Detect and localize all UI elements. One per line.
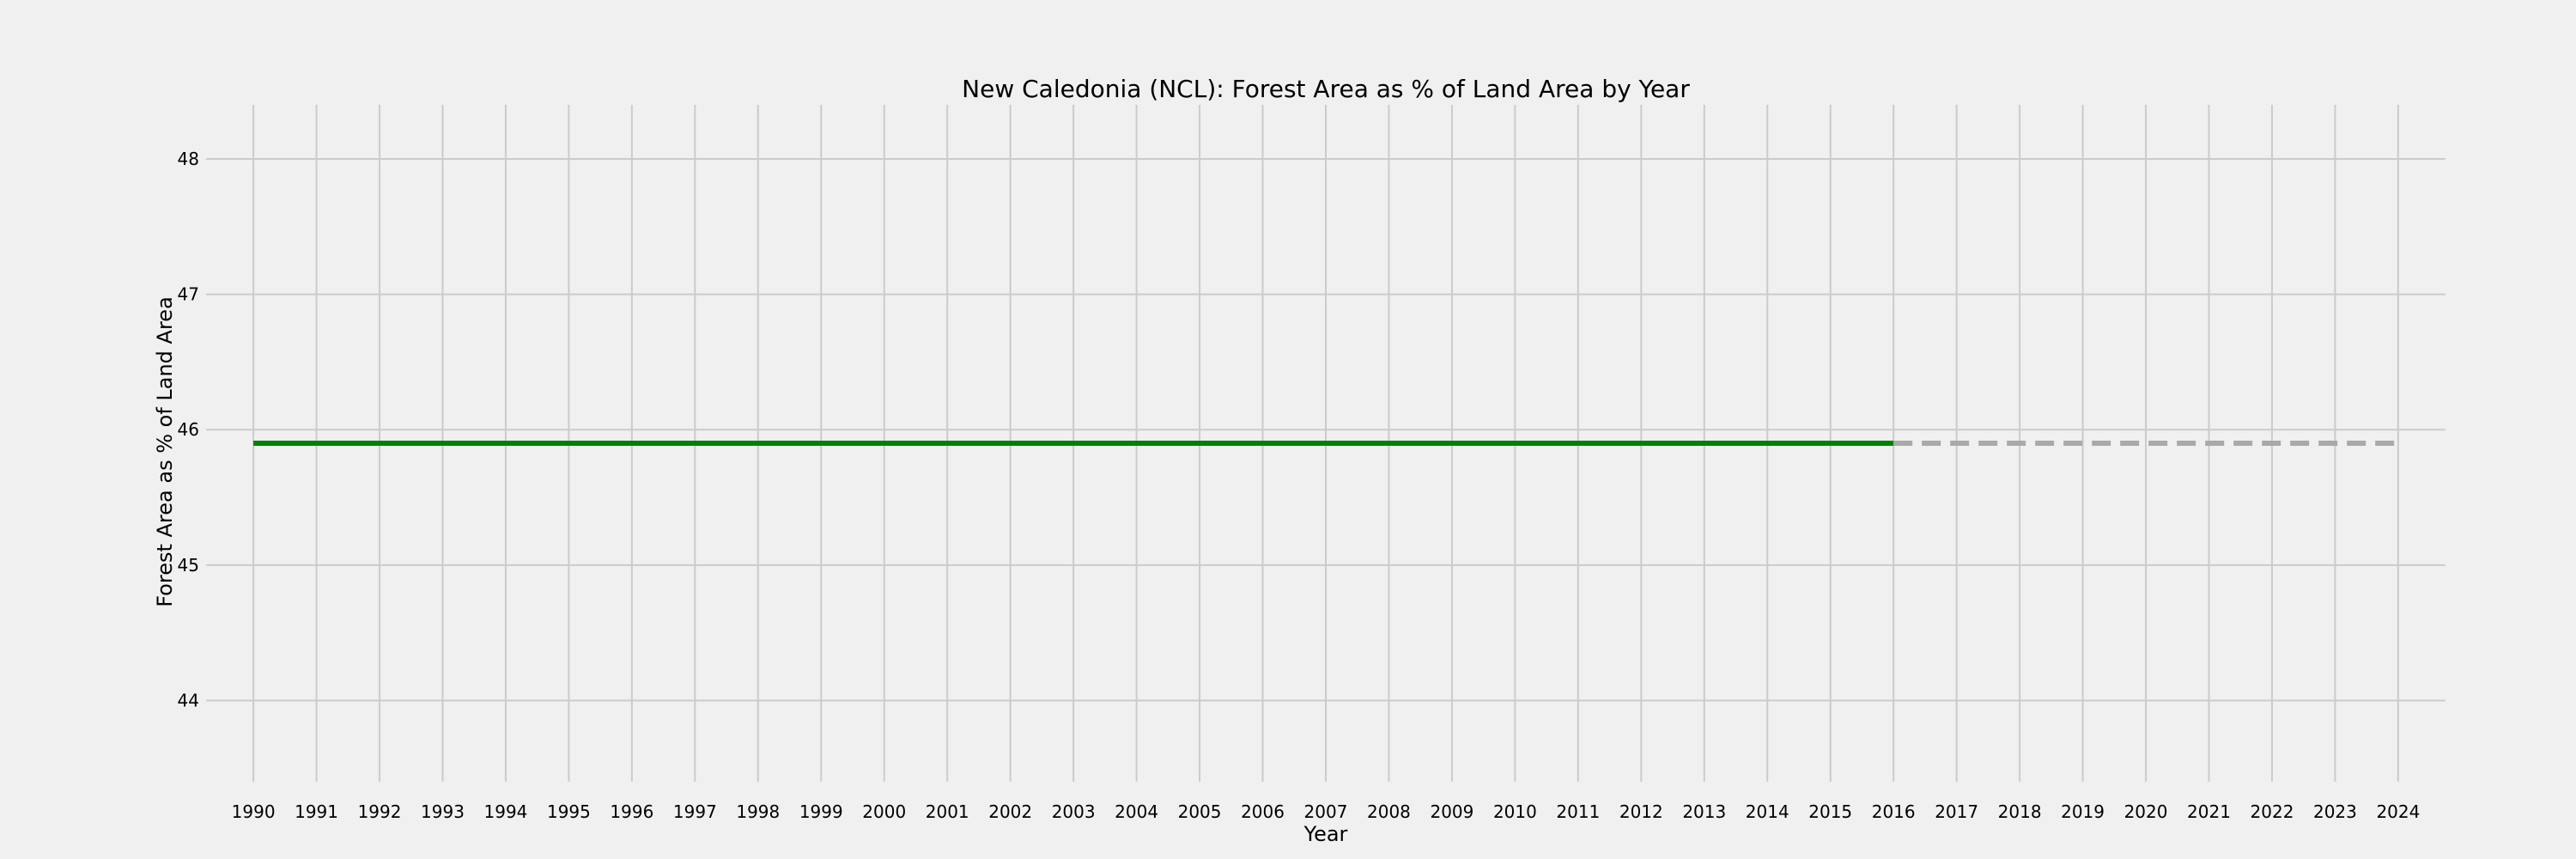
x-tick-label: 2022 (2251, 801, 2294, 822)
x-tick-label: 2003 (1052, 801, 1096, 822)
x-tick-label: 1996 (610, 801, 653, 822)
x-tick-label: 2018 (1998, 801, 2042, 822)
x-tick-label: 1997 (673, 801, 717, 822)
x-tick-label: 2015 (1808, 801, 1852, 822)
x-axis-title: Year (1303, 822, 1348, 846)
y-tick-label: 44 (178, 690, 199, 710)
y-tick-label: 47 (178, 284, 199, 305)
x-tick-label: 1998 (736, 801, 780, 822)
x-tick-label: 2020 (2124, 801, 2168, 822)
x-tick-label: 2009 (1430, 801, 1473, 822)
x-tick-label: 2007 (1304, 801, 1348, 822)
x-tick-label: 1995 (547, 801, 591, 822)
y-tick-label: 48 (178, 149, 199, 169)
y-axis-title: Forest Area as % of Land Area (153, 296, 177, 607)
x-tick-label: 1990 (232, 801, 276, 822)
x-tick-label: 2014 (1746, 801, 1789, 822)
x-tick-label: 1991 (295, 801, 338, 822)
x-tick-label: 2004 (1115, 801, 1158, 822)
x-tick-label: 1992 (358, 801, 402, 822)
x-tick-label: 2011 (1556, 801, 1600, 822)
chart-title: New Caledonia (NCL): Forest Area as % of… (962, 75, 1690, 103)
y-tick-labels: 44 45 46 47 48 (178, 149, 199, 710)
x-tick-label: 2001 (926, 801, 969, 822)
x-tick-label: 1993 (421, 801, 465, 822)
x-tick-label: 2013 (1682, 801, 1726, 822)
x-tick-label: 2021 (2187, 801, 2231, 822)
x-tick-label: 2024 (2376, 801, 2420, 822)
x-tick-label: 2008 (1367, 801, 1411, 822)
x-tick-label: 2005 (1178, 801, 1222, 822)
x-tick-label: 2002 (988, 801, 1032, 822)
x-tick-label: 2012 (1619, 801, 1663, 822)
x-tick-label: 2019 (2061, 801, 2105, 822)
x-tick-label: 2016 (1872, 801, 1916, 822)
x-tick-label: 2010 (1493, 801, 1537, 822)
x-tick-label: 1999 (799, 801, 843, 822)
y-tick-label: 45 (178, 555, 199, 576)
x-tick-label: 2000 (862, 801, 906, 822)
y-tick-label: 46 (178, 419, 199, 440)
x-tick-label: 2017 (1935, 801, 1978, 822)
x-tick-label: 2023 (2313, 801, 2357, 822)
x-tick-label: 2006 (1241, 801, 1285, 822)
x-tick-label: 1994 (484, 801, 528, 822)
x-tick-labels: 1990 1991 1992 1993 1994 1995 1996 1997 1998 1999… (232, 801, 2421, 822)
